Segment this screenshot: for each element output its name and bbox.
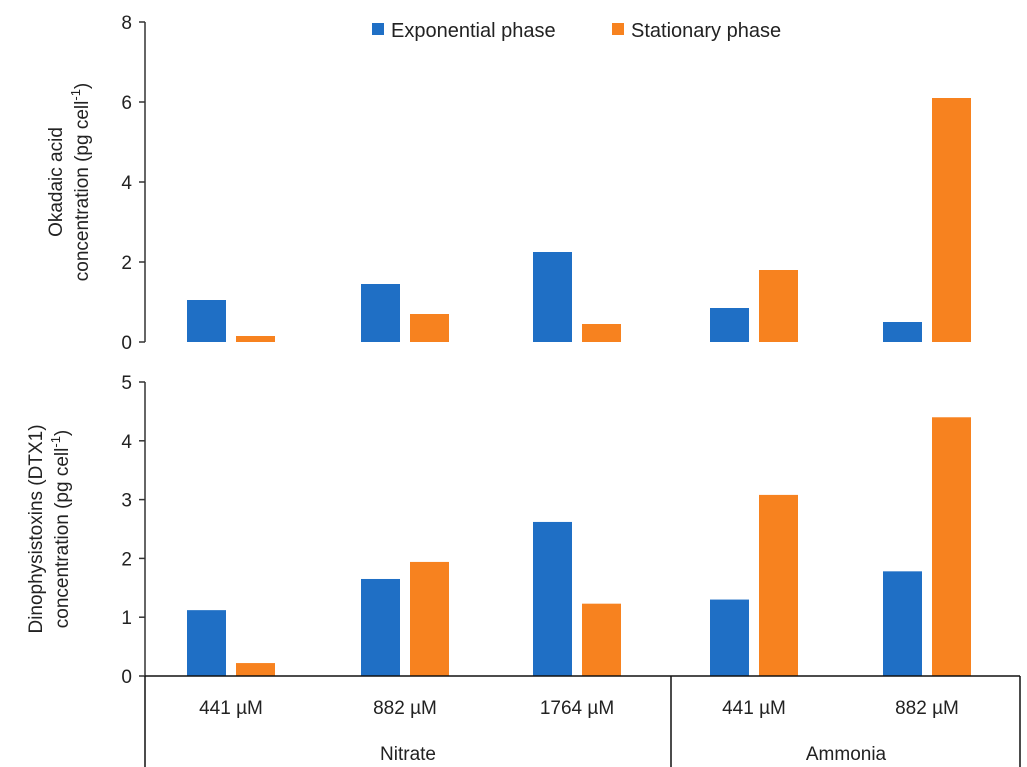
category-table: 441 µM 882 µM 1764 µM 441 µM 882 µM Nitrate Am…: [144, 675, 1021, 767]
exponential-bar: [883, 571, 922, 676]
y-axis-label-superscript: -1: [68, 89, 83, 101]
y-tick-label: 2: [121, 549, 132, 570]
stationary-bar: [582, 603, 621, 676]
exponential-bar: [710, 599, 749, 676]
y-tick-label: 1: [121, 608, 132, 629]
category-label: 882 µM: [373, 698, 437, 719]
y-axis-label-text: concentration (pg cell: [52, 448, 73, 629]
stationary-bar: [236, 663, 275, 676]
y-tick-label: 6: [121, 93, 132, 114]
legend-swatch: [372, 23, 384, 35]
category-label: 882 µM: [895, 698, 959, 719]
dtx1-panel: 0 1 2 3 4 5 Dinophysistoxins (DTX1) concentrati…: [26, 373, 971, 688]
y-axis-label-line1: Okadaic acid: [46, 127, 67, 237]
okadaic-acid-panel: 0 2 4 6 8 Okadaic acid concentration (pg cell-…: [46, 13, 971, 354]
group-label: Ammonia: [806, 744, 887, 765]
stationary-bar: [410, 561, 449, 676]
category-label: 441 µM: [722, 698, 786, 719]
stationary-bar: [582, 324, 621, 342]
stationary-bar: [236, 336, 275, 342]
y-tick-label: 4: [121, 173, 132, 194]
stationary-bar: [759, 494, 798, 676]
category-label: 441 µM: [199, 698, 263, 719]
exponential-bar: [361, 284, 400, 342]
chart-legend: Exponential phase Stationary phase: [372, 20, 781, 42]
y-axis-label-line2: concentration (pg cell-1): [48, 430, 73, 629]
exponential-bar: [710, 308, 749, 342]
y-tick-label: 5: [121, 373, 132, 394]
legend-label: Exponential phase: [391, 20, 556, 42]
exponential-bar: [361, 578, 400, 676]
y-tick-label: 3: [121, 491, 132, 512]
y-axis-label-line1: Dinophysistoxins (DTX1): [26, 424, 47, 633]
exponential-bar: [187, 300, 226, 342]
y-tick-label: 0: [121, 667, 132, 688]
exponential-bar: [533, 252, 572, 342]
y-axis-label-close: ): [52, 430, 73, 436]
y-tick-label: 0: [121, 333, 132, 354]
category-label: 1764 µM: [540, 698, 614, 719]
stationary-bar: [932, 98, 971, 342]
y-tick-label: 4: [121, 432, 132, 453]
group-label: Nitrate: [380, 744, 436, 765]
y-tick-label: 8: [121, 13, 132, 34]
legend-label: Stationary phase: [631, 20, 781, 42]
exponential-bar: [533, 521, 572, 676]
exponential-bar: [883, 322, 922, 342]
stationary-bar: [410, 314, 449, 342]
y-axis-label-text: concentration (pg cell: [72, 101, 93, 282]
y-axis-label-close: ): [72, 83, 93, 89]
stationary-bar: [759, 270, 798, 342]
y-tick-label: 2: [121, 253, 132, 274]
stationary-bar: [932, 417, 971, 676]
y-axis-label-line2: concentration (pg cell-1): [68, 83, 93, 282]
exponential-bar: [187, 610, 226, 676]
y-axis-label-superscript: -1: [48, 436, 63, 448]
legend-swatch: [612, 23, 624, 35]
